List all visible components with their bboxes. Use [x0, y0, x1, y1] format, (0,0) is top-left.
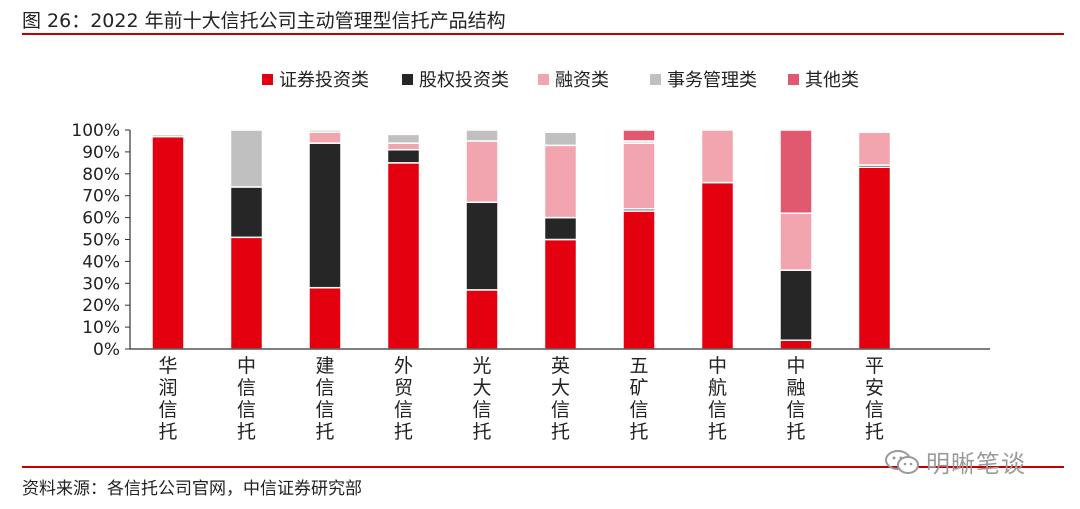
- legend-label-3: 事务管理类: [667, 70, 757, 91]
- legend-label-0: 证券投资类: [279, 70, 369, 91]
- x-tick-label-9: 平安信托: [865, 355, 884, 443]
- legend-label-4: 其他类: [805, 70, 859, 91]
- y-tick-label-5: 50%: [82, 231, 120, 251]
- x-tick-label-5: 英大信托: [551, 355, 570, 443]
- bar-6-4: [622, 129, 656, 142]
- x-tick-label-0: 华润信托: [158, 355, 177, 443]
- y-tick-label-7: 70%: [82, 187, 120, 207]
- y-axis: 0%10%20%30%40%50%60%70%80%90%100%: [71, 121, 131, 360]
- wechat-icon: [885, 449, 919, 474]
- bar-9-2: [857, 131, 892, 166]
- bar-3-3: [386, 133, 421, 144]
- bar-0-0: [151, 135, 185, 350]
- y-tick-label-0: 0%: [93, 340, 120, 360]
- x-tick-label-6: 五矿信托: [629, 355, 648, 443]
- bar-5-3: [543, 131, 578, 147]
- chart-title: 图 26：2022 年前十大信托公司主动管理型信托产品结构: [22, 10, 506, 32]
- legend-swatch-2: [538, 74, 549, 85]
- bar-4-2: [465, 140, 499, 204]
- x-tick-label-8: 中融信托: [786, 355, 805, 443]
- bar-5-2: [543, 144, 578, 219]
- bar-1-0: [229, 236, 264, 350]
- title-divider: [22, 33, 1064, 35]
- bar-8-1: [779, 269, 813, 341]
- bar-4-1: [465, 201, 499, 291]
- legend-label-2: 融资类: [555, 70, 609, 91]
- bar-1-1: [229, 186, 264, 239]
- legend-label-1: 股权投资类: [419, 70, 509, 91]
- bar-2-0: [308, 286, 342, 350]
- x-tick-label-3: 外贸信托: [394, 355, 413, 443]
- bar-3-2: [386, 142, 421, 151]
- bar-4-3: [465, 129, 499, 142]
- legend-swatch-4: [788, 74, 799, 85]
- bar-2-3: [308, 129, 342, 133]
- bar-2-1: [308, 142, 342, 289]
- bar-6-0: [622, 210, 656, 350]
- x-axis: 华润信托 中信信托 建信信托 外贸信托 光大信托 英大信托 五矿信托 中航信托 中融信托 平安信托: [130, 348, 990, 443]
- bar-3-1: [386, 148, 421, 164]
- bar-7-2: [700, 129, 735, 184]
- legend-swatch-3: [650, 74, 661, 85]
- legend-swatch-0: [262, 74, 273, 85]
- bar-8-4: [779, 129, 813, 214]
- legend-swatch-1: [402, 74, 413, 85]
- y-tick-label-3: 30%: [82, 274, 120, 294]
- x-tick-label-7: 中航信托: [708, 355, 727, 443]
- x-tick-label-2: 建信信托: [315, 355, 334, 443]
- bars: [151, 129, 892, 350]
- bar-3-0: [386, 162, 421, 350]
- bar-0-3: [151, 133, 185, 138]
- bar-8-0: [779, 339, 813, 350]
- bar-9-0: [857, 166, 892, 350]
- bar-5-1: [543, 216, 578, 241]
- x-tick-label-4: 光大信托: [472, 355, 491, 443]
- bar-8-2: [779, 212, 813, 271]
- y-tick-label-2: 20%: [82, 296, 120, 316]
- source-note: 资料来源：各信托公司官网，中信证券研究部: [22, 479, 362, 499]
- y-tick-label-9: 90%: [82, 143, 120, 163]
- bar-7-0: [700, 181, 735, 350]
- y-tick-label-8: 80%: [82, 165, 120, 185]
- bar-2-2: [308, 131, 342, 144]
- y-tick-label-6: 60%: [82, 209, 120, 229]
- y-tick-label-10: 100%: [71, 121, 120, 141]
- bar-6-2: [622, 142, 656, 210]
- legend: 证券投资类 股权投资类 融资类 事务管理类 其他类: [262, 70, 859, 91]
- watermark: 明晰笔谈: [884, 444, 1026, 479]
- source-divider: [22, 466, 1064, 468]
- bar-1-3: [229, 129, 264, 188]
- y-tick-label-4: 40%: [82, 252, 120, 272]
- x-tick-label-1: 中信信托: [237, 355, 256, 443]
- y-tick-label-1: 10%: [82, 318, 120, 338]
- bar-4-0: [465, 289, 499, 350]
- watermark-text: 明晰笔谈: [926, 450, 1026, 478]
- stacked-bar-chart: 证券投资类 股权投资类 融资类 事务管理类 其他类 0%10%20%30%40%50%6…: [71, 70, 990, 443]
- bar-5-0: [543, 238, 578, 350]
